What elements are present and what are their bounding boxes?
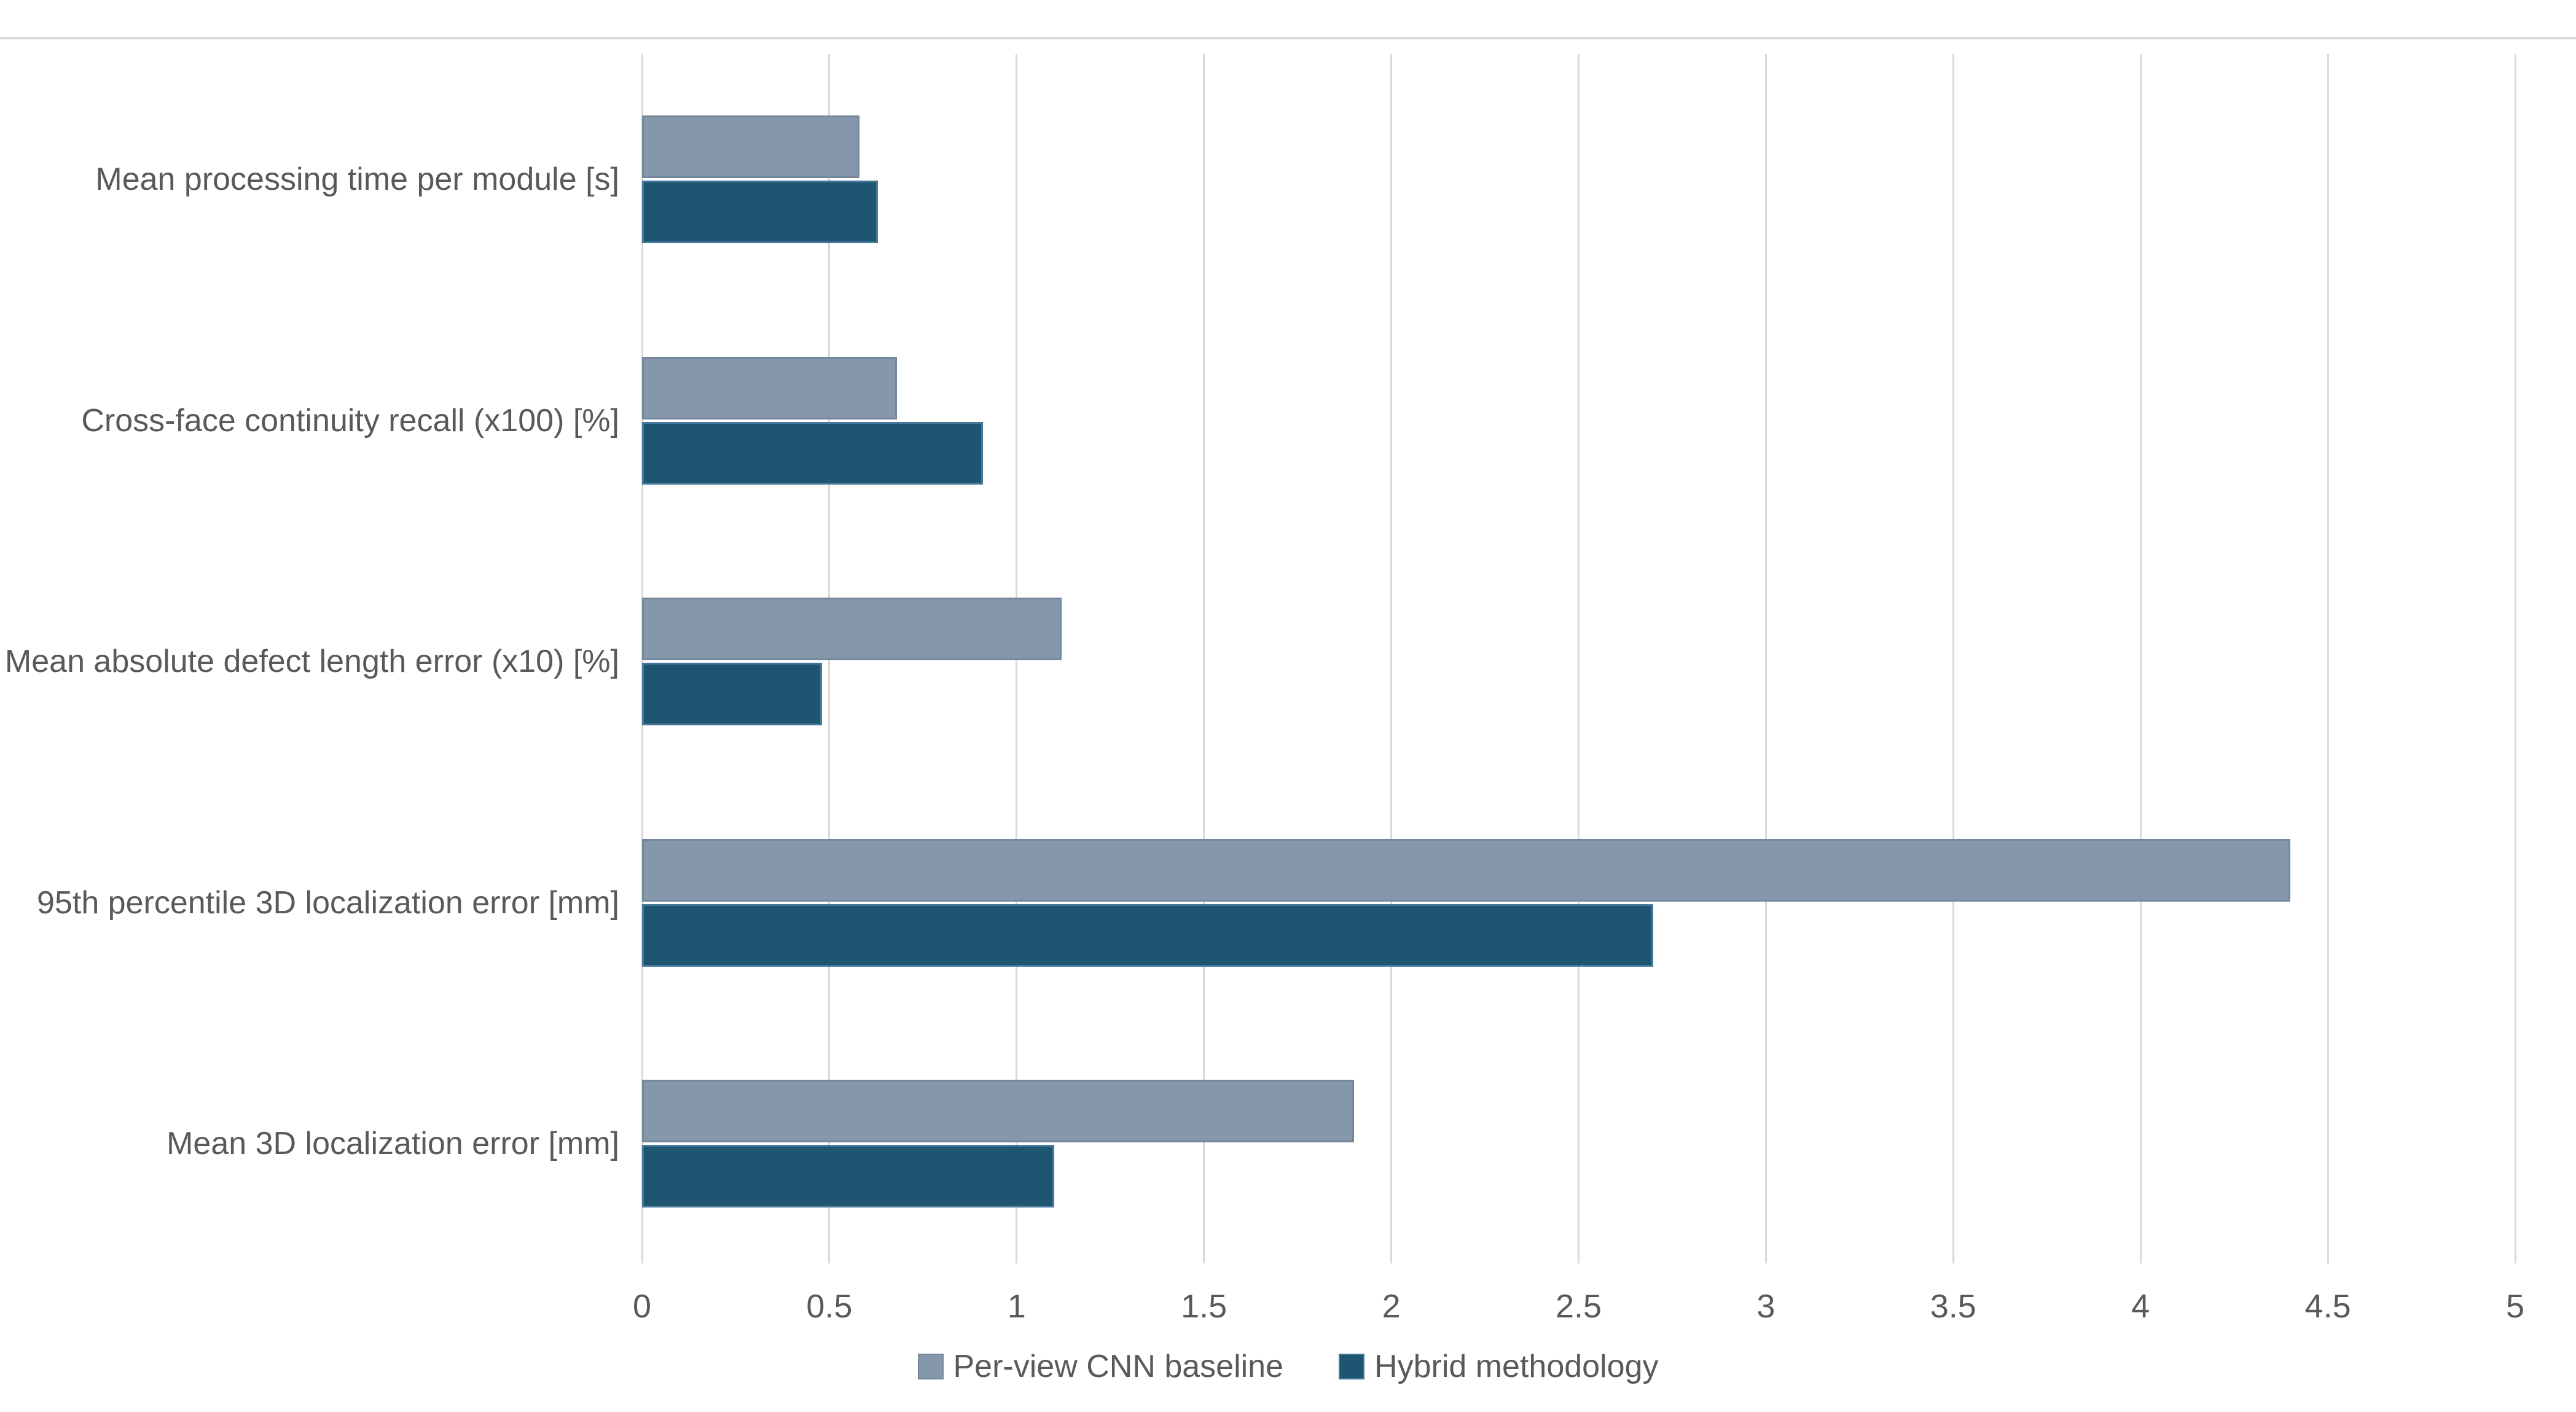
gridline <box>2139 54 2142 1263</box>
x-axis-tick-label: 2 <box>1382 1288 1401 1325</box>
legend-label-baseline: Per-view CNN baseline <box>953 1349 1284 1384</box>
x-axis-tick-label: 3.5 <box>1930 1288 1976 1325</box>
legend-swatch-baseline-icon <box>917 1354 944 1379</box>
gridline <box>1578 54 1580 1263</box>
gridline <box>1952 54 1954 1263</box>
category-label: Mean 3D localization error [mm] <box>166 1126 619 1162</box>
chart-top-border <box>0 37 2576 39</box>
bar-hybrid-methodology <box>642 903 1654 967</box>
bar-hybrid-methodology <box>642 421 983 485</box>
bar-per-view-cnn-baseline <box>642 115 859 178</box>
x-axis-tick-label: 0 <box>632 1288 652 1325</box>
category-label: Mean processing time per module [s] <box>95 162 619 197</box>
legend: Per-view CNN baseline Hybrid methodology <box>0 1348 2576 1385</box>
bar-hybrid-methodology <box>642 663 822 726</box>
x-axis-tick-label: 4.5 <box>2304 1288 2351 1325</box>
x-axis-tick-label: 3 <box>1756 1288 1775 1325</box>
category-label: Mean absolute defect length error (x10) … <box>4 644 619 680</box>
x-axis-tick-label: 5 <box>2505 1288 2525 1325</box>
gridline <box>1390 54 1393 1263</box>
x-axis-tick-label: 2.5 <box>1555 1288 1602 1325</box>
x-axis-tick-label: 1 <box>1007 1288 1026 1325</box>
gridline <box>1764 54 1767 1263</box>
legend-item-baseline: Per-view CNN baseline <box>917 1348 1284 1385</box>
bar-per-view-cnn-baseline <box>642 838 2291 902</box>
bar-hybrid-methodology <box>642 181 879 243</box>
bar-hybrid-methodology <box>642 1145 1054 1208</box>
x-axis-tick-label: 0.5 <box>806 1288 853 1325</box>
legend-item-hybrid: Hybrid methodology <box>1339 1348 1659 1385</box>
gridline <box>1203 54 1205 1263</box>
gridline <box>2327 54 2329 1263</box>
legend-label-hybrid: Hybrid methodology <box>1374 1349 1659 1384</box>
category-label: 95th percentile 3D localization error [m… <box>37 884 619 921</box>
bar-per-view-cnn-baseline <box>642 356 897 419</box>
x-axis-tick-label: 4 <box>2131 1288 2150 1325</box>
bar-per-view-cnn-baseline <box>642 598 1062 661</box>
bar-per-view-cnn-baseline <box>642 1080 1354 1143</box>
legend-swatch-hybrid-icon <box>1339 1354 1365 1379</box>
x-axis-tick-label: 1.5 <box>1181 1288 1227 1325</box>
gridline <box>2514 54 2516 1263</box>
category-label: Cross-face continuity recall (x100) [%] <box>81 402 619 439</box>
